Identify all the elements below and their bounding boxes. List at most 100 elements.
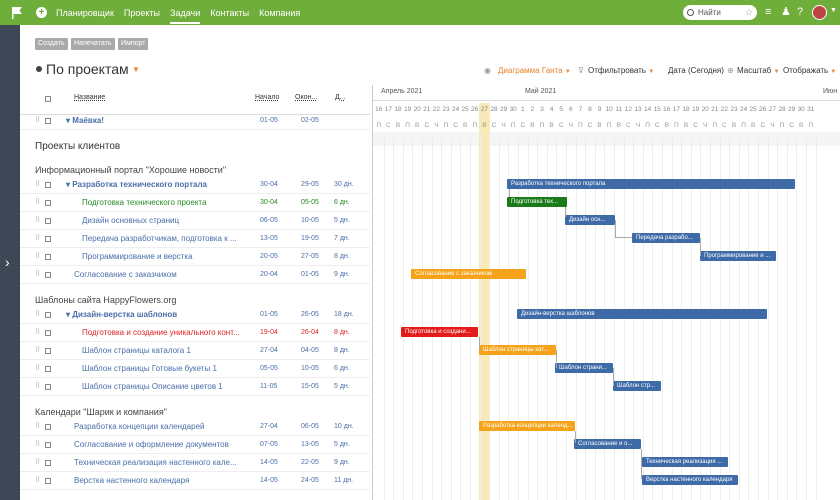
gantt-bar[interactable]: Разработка концепции календ... [479, 421, 575, 431]
nav-tasks[interactable]: Задачи [170, 8, 201, 24]
task-name[interactable]: Согласование и оформление документов [74, 440, 229, 449]
drag-handle-icon[interactable]: ⠿ [35, 181, 41, 188]
drag-handle-icon[interactable]: ⠿ [35, 329, 41, 336]
scale-button[interactable]: Масштаб ▼ [737, 66, 779, 75]
search-input[interactable]: Найти [698, 8, 721, 17]
task-name[interactable]: ▾ Маёвка! [66, 116, 104, 125]
table-row[interactable]: ⠿ Верстка настенного календаря 14-05 24-… [20, 472, 370, 490]
col-name[interactable]: Название [74, 94, 106, 101]
table-row[interactable]: ⠿ Передача разработчикам, подготовка к .… [20, 230, 370, 248]
nav-projects[interactable]: Проекты [123, 8, 161, 18]
gantt-bar[interactable]: Верстка настенного календаря [642, 475, 738, 485]
table-row[interactable]: ⠿ ▾ Разработка технического портала 30-0… [20, 176, 370, 194]
table-row[interactable]: ⠿ Подготовка технического проекта 30-04 … [20, 194, 370, 212]
menu-icon[interactable]: ≡ [765, 6, 772, 18]
side-collapse-strip[interactable]: › [0, 25, 20, 500]
task-name[interactable]: Верстка настенного календаря [74, 476, 190, 485]
chevron-right-icon[interactable]: › [5, 254, 10, 270]
row-checkbox[interactable] [45, 330, 51, 336]
table-row[interactable]: ⠿ Техническая реализация настенного кале… [20, 454, 370, 472]
row-checkbox[interactable] [45, 384, 51, 390]
task-name[interactable]: Разработка концепции календарей [74, 422, 205, 431]
table-row[interactable]: ⠿ Шаблон страницы каталога 1 27-04 04-05… [20, 342, 370, 360]
table-row[interactable]: ⠿ Согласование с заказчиком 20-04 01-05 … [20, 266, 370, 284]
drag-handle-icon[interactable]: ⠿ [35, 217, 41, 224]
add-plus-icon[interactable]: + [36, 7, 47, 18]
table-row[interactable]: ⠿ ▾ Маёвка! 01-05 02-05 [20, 112, 370, 130]
row-checkbox[interactable] [45, 460, 51, 466]
table-row[interactable]: ⠿ Программирование и верстка 20-05 27-05… [20, 248, 370, 266]
print-button[interactable]: Напечатать [71, 38, 115, 50]
page-title[interactable]: По проектам [46, 61, 129, 77]
import-button[interactable]: Импорт [118, 38, 149, 50]
gantt-bar[interactable]: Шаблон страни... [555, 363, 613, 373]
drag-handle-icon[interactable]: ⠿ [35, 347, 41, 354]
row-checkbox[interactable] [45, 118, 51, 124]
nav-planner[interactable]: Планировщик [56, 8, 114, 18]
date-today-button[interactable]: Дата (Сегодня) [668, 66, 724, 75]
drag-handle-icon[interactable]: ⠿ [35, 117, 41, 124]
nav-company[interactable]: Компания [259, 8, 301, 18]
row-checkbox[interactable] [45, 236, 51, 242]
table-row[interactable]: ⠿ Разработка концепции календарей 27-04 … [20, 418, 370, 436]
task-name[interactable]: ▾ Дизайн-верстка шаблонов [66, 310, 178, 319]
row-checkbox[interactable] [45, 424, 51, 430]
bell-icon[interactable]: ♟ [781, 6, 791, 18]
drag-handle-icon[interactable]: ⠿ [35, 383, 41, 390]
search-box[interactable]: Найти ☆ [683, 5, 757, 20]
task-name[interactable]: Шаблон страницы Описание цветов 1 [82, 382, 223, 391]
table-row[interactable]: ⠿ Дизайн основных страниц 06-05 10-05 5 … [20, 212, 370, 230]
create-button[interactable]: Создать [35, 38, 68, 50]
task-name[interactable]: Согласование с заказчиком [74, 270, 177, 279]
avatar[interactable] [812, 5, 827, 20]
drag-handle-icon[interactable]: ⠿ [35, 199, 41, 206]
drag-handle-icon[interactable]: ⠿ [35, 423, 41, 430]
star-icon[interactable]: ☆ [744, 7, 753, 17]
select-all-checkbox[interactable] [45, 96, 51, 102]
row-checkbox[interactable] [45, 272, 51, 278]
gantt-bar[interactable]: Подготовка и создани... [401, 327, 478, 337]
gantt-bar[interactable]: Техническая реализация ... [642, 457, 728, 467]
task-name[interactable]: Дизайн основных страниц [82, 216, 180, 225]
gantt-bar[interactable]: Согласование и о... [574, 439, 641, 449]
filter-button[interactable]: Отфильтровать ▼ [588, 66, 654, 75]
help-icon[interactable]: ? [797, 6, 804, 18]
drag-handle-icon[interactable]: ⠿ [35, 441, 41, 448]
drag-handle-icon[interactable]: ⠿ [35, 253, 41, 260]
row-checkbox[interactable] [45, 312, 51, 318]
row-checkbox[interactable] [45, 478, 51, 484]
chevron-down-icon[interactable]: ▼ [132, 65, 140, 74]
col-start[interactable]: Начало [255, 94, 280, 101]
gantt-toggle[interactable]: Диаграмма Ганта ▼ [498, 66, 571, 75]
nav-contacts[interactable]: Контакты [210, 8, 250, 18]
task-name[interactable]: Подготовка технического проекта [82, 198, 207, 207]
gantt-bar[interactable]: Разработка технического портала [507, 179, 795, 189]
task-name[interactable]: Шаблон страницы каталога 1 [82, 346, 191, 355]
gantt-bar[interactable]: Шаблон стр... [613, 381, 661, 391]
task-name[interactable]: Техническая реализация настенного кале..… [74, 458, 237, 467]
drag-handle-icon[interactable]: ⠿ [35, 477, 41, 484]
col-end[interactable]: Окон... [295, 94, 318, 101]
drag-handle-icon[interactable]: ⠿ [35, 365, 41, 372]
gantt-bar[interactable]: Программирование и ... [700, 251, 776, 261]
drag-handle-icon[interactable]: ⠿ [35, 271, 41, 278]
table-row[interactable]: ⠿ ▾ Дизайн-верстка шаблонов 01-05 26-05 … [20, 306, 370, 324]
gantt-bar[interactable]: Передача разрабо... [632, 233, 700, 243]
show-button[interactable]: Отображать ▼ [783, 66, 836, 75]
table-row[interactable]: ⠿ Шаблон страницы Готовые букеты 1 05-05… [20, 360, 370, 378]
row-checkbox[interactable] [45, 218, 51, 224]
gantt-bar[interactable]: Дизайн осн... [565, 215, 615, 225]
table-row[interactable]: ⠿ Согласование и оформление документов 0… [20, 436, 370, 454]
gantt-chart[interactable]: Апрель 2021 Май 2021 Июн 16 П 17 С 18 В 19 П 20 В… [372, 85, 840, 500]
gantt-bar[interactable]: Согласование с заказчиком [411, 269, 526, 279]
gantt-bar[interactable]: Подготовка тех... [507, 197, 567, 207]
flag-logo-icon[interactable] [0, 0, 34, 25]
table-row[interactable]: ⠿ Подготовка и создание уникального конт… [20, 324, 370, 342]
chevron-down-icon[interactable]: ▼ [830, 7, 837, 14]
task-name[interactable]: Передача разработчикам, подготовка к ... [82, 234, 237, 243]
task-name[interactable]: Программирование и верстка [82, 252, 193, 261]
row-checkbox[interactable] [45, 200, 51, 206]
row-checkbox[interactable] [45, 366, 51, 372]
gantt-bar[interactable]: Дизайн-верстка шаблонов [517, 309, 767, 319]
gantt-bar[interactable]: Шаблон страницы кат... [479, 345, 556, 355]
